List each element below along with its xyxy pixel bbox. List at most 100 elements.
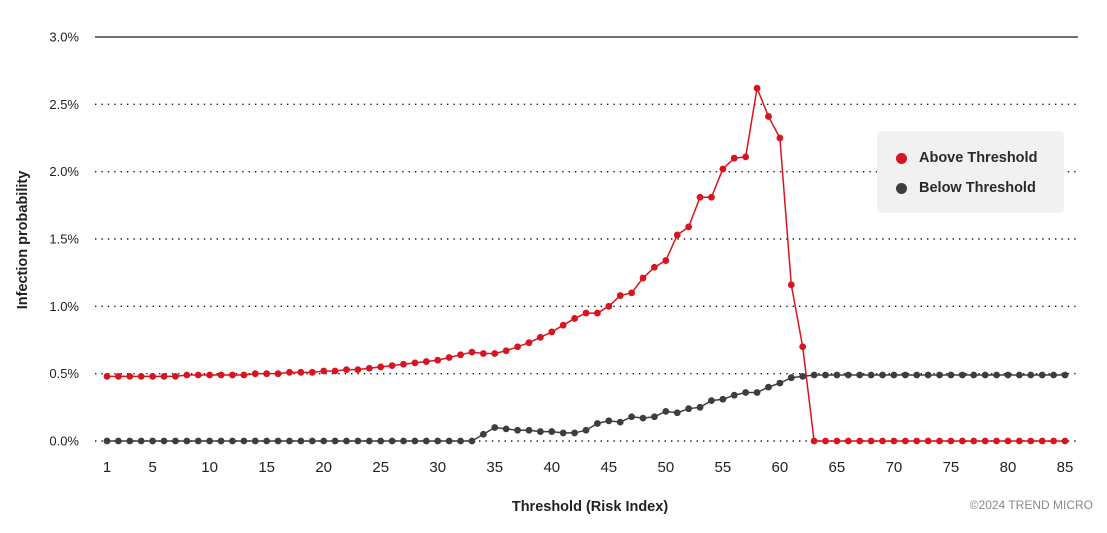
data-point-above-threshold [856, 437, 864, 445]
data-point-above-threshold [263, 370, 271, 378]
data-point-below-threshold [639, 414, 647, 422]
data-point-below-threshold [981, 371, 989, 379]
data-point-below-threshold [183, 437, 191, 445]
data-point-above-threshold [844, 437, 852, 445]
data-point-above-threshold [331, 367, 339, 375]
data-point-above-threshold [673, 231, 681, 239]
grid-lines [95, 36, 1078, 442]
y-axis-title: Infection probability [15, 171, 31, 310]
data-point-above-threshold [924, 437, 932, 445]
data-point-below-threshold [936, 371, 943, 379]
data-point-above-threshold [970, 437, 978, 445]
data-point-below-threshold [514, 426, 521, 434]
data-point-below-threshold [651, 413, 658, 421]
data-point-below-threshold [479, 430, 487, 438]
data-point-below-threshold [719, 395, 727, 403]
data-point-below-threshold [799, 372, 807, 380]
data-point-above-threshold [628, 289, 636, 297]
data-point-below-threshold [365, 437, 373, 445]
data-point-above-threshold [890, 437, 898, 445]
data-point-above-threshold [502, 347, 510, 355]
data-point-above-threshold [172, 372, 179, 380]
data-point-above-threshold [913, 437, 921, 445]
data-point-below-threshold [947, 371, 955, 379]
data-point-below-threshold [890, 371, 898, 379]
data-point-above-threshold [514, 343, 521, 351]
data-point-below-threshold [251, 437, 259, 445]
data-point-above-threshold [1015, 437, 1023, 445]
data-point-above-threshold [365, 364, 373, 372]
data-point-below-threshold [149, 437, 157, 445]
data-point-above-threshold [753, 84, 761, 92]
data-point-above-threshold [776, 134, 784, 142]
data-point-below-threshold [901, 371, 909, 379]
data-point-above-threshold [787, 281, 795, 289]
y-tick-label: 0.0% [49, 434, 79, 449]
data-point-above-threshold [799, 343, 807, 351]
data-point-below-threshold [742, 389, 750, 396]
data-point-below-threshold [320, 437, 328, 445]
data-point-above-threshold [822, 437, 829, 445]
data-point-below-threshold [457, 437, 464, 445]
y-tick-labels: 0.0% 0.5% 1.0% 1.5% 2.0% 2.5% 3.0% [49, 30, 79, 449]
data-point-above-threshold [286, 368, 293, 376]
data-point-above-threshold [616, 292, 624, 299]
data-point-above-threshold [571, 315, 578, 322]
y-tick-label: 2.0% [49, 164, 79, 179]
data-point-below-threshold [1061, 371, 1069, 379]
data-point-below-threshold [776, 379, 784, 387]
data-point-above-threshold [115, 372, 122, 380]
data-point-below-threshold [126, 437, 134, 445]
data-point-above-threshold [685, 223, 693, 231]
y-tick-label: 2.5% [49, 97, 79, 112]
x-tick-label: 55 [715, 459, 732, 476]
data-point-above-threshold [377, 363, 385, 371]
data-point-below-threshold [434, 437, 442, 445]
data-point-above-threshold [708, 193, 715, 201]
data-point-below-threshold [411, 437, 419, 445]
data-point-below-threshold [445, 437, 453, 445]
data-point-above-threshold [160, 372, 168, 380]
data-point-above-threshold [149, 372, 157, 380]
data-point-below-threshold [867, 371, 875, 379]
data-point-above-threshold [217, 371, 225, 379]
data-point-below-threshold [673, 409, 681, 417]
data-point-above-threshold [867, 437, 875, 445]
data-point-above-threshold [457, 351, 464, 359]
data-point-below-threshold [172, 437, 179, 445]
data-point-below-threshold [696, 403, 704, 411]
data-point-above-threshold [958, 437, 966, 445]
data-point-above-threshold [981, 437, 989, 445]
data-point-above-threshold [525, 339, 533, 347]
data-point-above-threshold [742, 153, 750, 161]
data-point-above-threshold [308, 368, 316, 376]
data-point-above-threshold [1061, 437, 1069, 445]
data-point-above-threshold [594, 309, 601, 317]
data-point-above-threshold [947, 437, 955, 445]
data-point-below-threshold [879, 371, 886, 379]
x-tick-label: 60 [772, 459, 789, 476]
x-tick-label: 65 [829, 459, 846, 476]
x-tick-label: 75 [943, 459, 960, 476]
data-point-above-threshold [194, 371, 202, 379]
x-tick-label: 35 [486, 459, 503, 476]
data-point-below-threshold [616, 418, 624, 426]
data-point-above-threshold [1004, 437, 1012, 445]
x-tick-label: 85 [1057, 459, 1074, 476]
data-point-below-threshold [217, 437, 225, 445]
data-point-below-threshold [274, 437, 282, 445]
x-tick-label: 10 [201, 459, 218, 476]
data-point-above-threshold [662, 257, 670, 264]
data-point-below-threshold [1015, 371, 1023, 379]
data-point-above-threshold [297, 368, 305, 376]
x-tick-label: 25 [372, 459, 389, 476]
y-tick-label: 1.0% [49, 299, 79, 314]
data-point-below-threshold [856, 371, 864, 379]
data-point-above-threshold [251, 370, 259, 378]
data-point-below-threshold [662, 407, 670, 415]
data-point-above-threshold [879, 437, 886, 445]
x-tick-label: 20 [315, 459, 332, 476]
data-point-below-threshold [1050, 371, 1057, 379]
chart-legend: Above Threshold Below Threshold [877, 131, 1064, 213]
data-point-below-threshold [970, 371, 978, 379]
